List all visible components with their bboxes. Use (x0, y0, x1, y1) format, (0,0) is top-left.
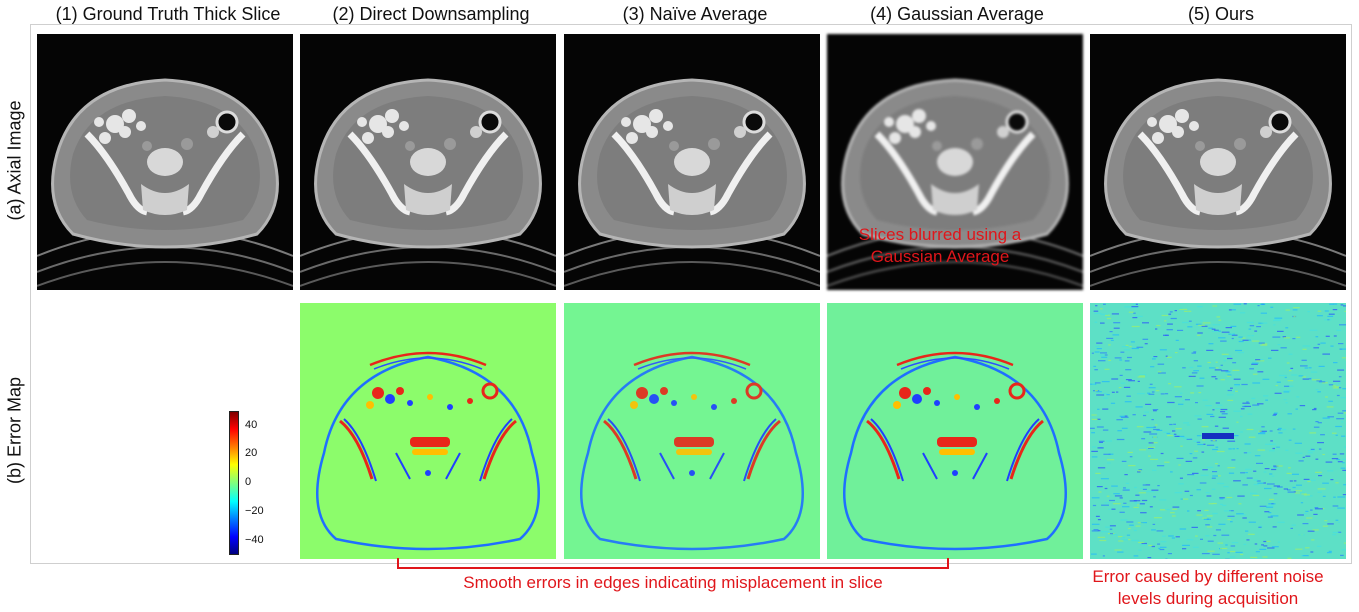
colorbar-tick-minus20: −20 (245, 505, 264, 517)
colorbar-tick-20: 20 (245, 447, 258, 459)
axial-image-direct (300, 34, 556, 290)
annotation-noise-line2: levels during acquisition (1117, 589, 1299, 608)
axial-image-ours (1090, 34, 1346, 290)
error-map-ours (1090, 303, 1346, 559)
colorbar-tick-0: 0 (245, 476, 252, 488)
column-title-gt: (1) Ground Truth Thick Slice (55, 4, 281, 24)
row-label-error: (b) Error Map (4, 377, 25, 485)
figure-frame (30, 24, 1352, 564)
column-title-direct: (2) Direct Downsampling (332, 4, 530, 24)
column-title-gauss: (4) Gaussian Average (870, 4, 1044, 24)
axial-image-gt (37, 34, 293, 290)
annotation-edge-errors: Smooth errors in edges indicating mispla… (463, 573, 883, 592)
axial-image-naive (564, 34, 820, 290)
error-map-gauss (827, 303, 1083, 559)
row-label-axial: (a) Axial Image (4, 100, 25, 221)
colorbar-tick-40: 40 (245, 419, 258, 431)
annotation-noise-line1: Error caused by different noise (1092, 567, 1324, 586)
colorbar-tick-minus40: −40 (245, 534, 264, 546)
colorbar (229, 411, 239, 555)
column-title-ours: (5) Ours (1187, 4, 1254, 24)
annotation-gaussian-blur: Slices blurred using a Gaussian Average (858, 225, 1022, 266)
annotation-bracket (397, 558, 949, 569)
error-map-naive (564, 303, 820, 559)
column-title-naive: (3) Naïve Average (622, 4, 768, 24)
error-map-direct (300, 303, 556, 559)
